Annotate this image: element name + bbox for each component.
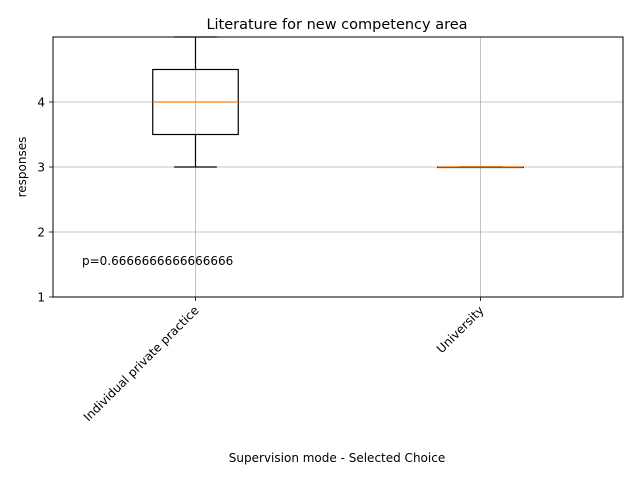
y-tick-label: 2 [37,226,45,240]
p-value-annotation: p=0.6666666666666666 [82,254,233,268]
box-1 [152,36,239,168]
y-tick-label: 3 [37,161,45,175]
x-tick-label: University [434,303,487,356]
y-tick-label: 4 [37,96,45,110]
chart-title: Literature for new competency area [206,17,467,33]
x-tick-label: Individual private practice [81,303,202,424]
y-axis-label: responses [15,137,29,198]
x-axis-label: Supervision mode - Selected Choice [229,451,445,465]
y-tick-label: 1 [37,291,45,305]
box-series [152,36,524,169]
box-2 [437,166,524,169]
